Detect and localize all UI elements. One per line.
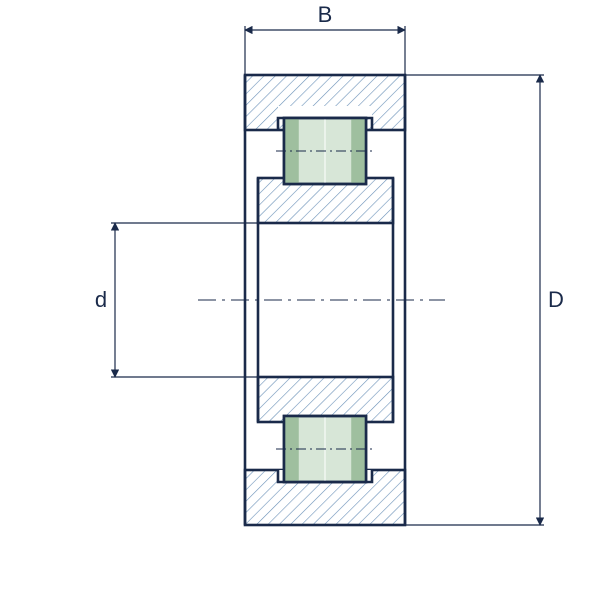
dimension-label-D: D: [548, 287, 564, 312]
dimension-label-B: B: [318, 2, 333, 27]
dimension-label-d: d: [95, 287, 107, 312]
